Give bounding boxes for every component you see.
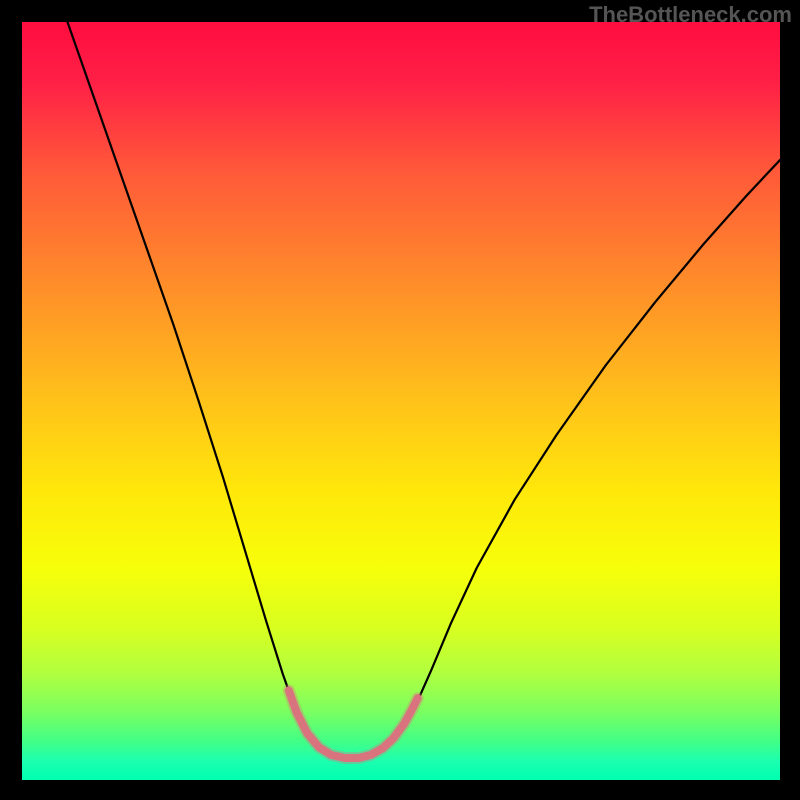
chart-frame: TheBottleneck.com [0,0,800,800]
bottleneck-main-curve [67,22,780,759]
plot-area [22,22,780,780]
curve-layer [22,22,780,780]
bottleneck-highlight-outer [289,691,418,758]
watermark-text: TheBottleneck.com [589,2,792,28]
